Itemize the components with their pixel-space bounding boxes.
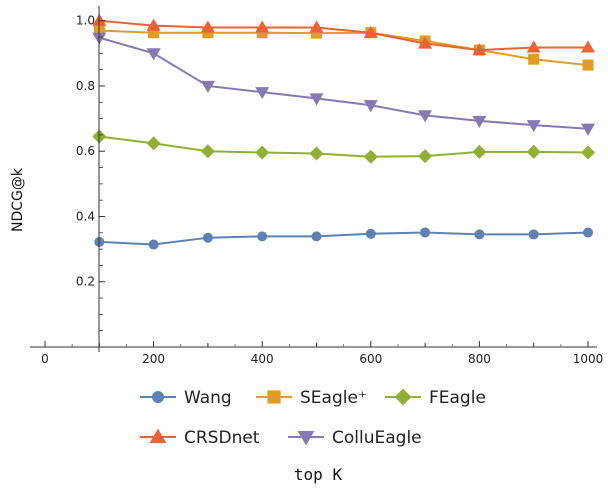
- data-point-crsdnet: [363, 25, 378, 38]
- legend-marker: [149, 428, 167, 444]
- data-point-wang: [474, 229, 485, 240]
- legend-label: Wang: [184, 388, 232, 408]
- data-point-feagle: [200, 144, 215, 159]
- data-point-crsdnet: [309, 20, 324, 33]
- data-point-collueagle: [255, 87, 270, 100]
- series-line-collueagle: [99, 36, 589, 130]
- data-point-feagle: [309, 146, 324, 161]
- data-point-crsdnet: [472, 43, 487, 56]
- data-point-feagle: [472, 144, 487, 159]
- data-point-crsdnet: [255, 20, 270, 33]
- legend-item-seagle: SEagle⁺: [256, 388, 367, 408]
- data-point-feagle: [363, 149, 378, 164]
- data-point-wang: [420, 227, 431, 238]
- data-point-crsdnet: [526, 40, 541, 53]
- data-point-feagle: [146, 136, 161, 151]
- data-point-seagle: [582, 59, 594, 71]
- series-line-feagle: [99, 135, 589, 158]
- data-point-feagle: [526, 144, 541, 159]
- data-point-wang: [148, 239, 159, 250]
- data-point-collueagle: [418, 110, 433, 123]
- legend-label: FEagle: [429, 388, 486, 408]
- legend-marker: [297, 430, 315, 446]
- data-point-crsdnet: [418, 36, 433, 49]
- data-point-collueagle: [472, 115, 487, 128]
- legend-marker: [152, 391, 164, 403]
- x-tick-label: 600: [359, 352, 382, 366]
- x-tick-label: 200: [142, 352, 165, 366]
- data-point-seagle: [202, 27, 214, 39]
- data-point-collueagle: [146, 48, 161, 61]
- legend-marker: [267, 390, 281, 404]
- legend: Wang SEagle⁺ FEagle CRSDnet ColluEagle: [140, 388, 486, 448]
- data-point-wang: [365, 228, 376, 239]
- data-point-wang: [202, 232, 213, 243]
- data-point-collueagle: [309, 93, 324, 106]
- data-point-wang: [583, 227, 593, 238]
- axes: 0 200 400 600 800 1000 0.2 0.4 0.6 0.8 1.0: [30, 6, 603, 366]
- data-point-seagle: [528, 53, 540, 65]
- y-tick-label: 0.4: [76, 209, 95, 223]
- data-point-seagle: [311, 27, 322, 39]
- series-line-wang: [99, 231, 589, 246]
- data-point-crsdnet: [200, 20, 215, 33]
- plot-area: [92, 13, 595, 250]
- data-point-feagle: [255, 145, 270, 160]
- legend-marker: [394, 388, 412, 406]
- data-point-feagle: [581, 145, 595, 160]
- series-feagle: [92, 129, 595, 164]
- series-wang: [94, 227, 593, 250]
- data-point-wang: [311, 231, 322, 242]
- y-axis-title: NDCG@k: [10, 167, 26, 232]
- data-point-seagle: [256, 27, 268, 39]
- legend-label: ColluEagle: [332, 428, 422, 448]
- x-tick-label: 800: [468, 352, 491, 366]
- series-collueagle: [92, 32, 595, 136]
- x-tick-label: 0: [41, 352, 49, 366]
- legend-item-feagle: FEagle: [385, 388, 486, 408]
- legend-item-collueagle: ColluEagle: [288, 428, 422, 448]
- legend-label: SEagle⁺: [300, 388, 367, 408]
- data-point-crsdnet: [581, 40, 595, 53]
- data-point-collueagle: [200, 80, 215, 93]
- data-point-feagle: [418, 149, 433, 164]
- y-tick-label: 0.6: [76, 144, 95, 158]
- legend-label: CRSDnet: [184, 428, 260, 448]
- data-point-seagle: [148, 27, 160, 39]
- x-tick-label: 400: [251, 352, 274, 366]
- data-point-crsdnet: [146, 18, 161, 31]
- y-tick-label: 0.8: [76, 79, 95, 93]
- y-tick-label: 1.0: [76, 14, 95, 28]
- series-line-seagle: [99, 29, 589, 67]
- data-point-collueagle: [526, 120, 541, 133]
- x-axis-title: top K: [294, 465, 343, 484]
- x-tick-label: 1000: [573, 352, 604, 366]
- series-crsdnet: [92, 13, 595, 56]
- data-point-wang: [528, 229, 539, 240]
- data-point-collueagle: [363, 100, 378, 113]
- y-tick-label: 0.2: [76, 275, 95, 289]
- legend-item-wang: Wang: [140, 388, 232, 408]
- series-line-crsdnet: [99, 19, 588, 52]
- legend-item-crsdnet: CRSDnet: [140, 428, 260, 448]
- data-point-collueagle: [581, 123, 595, 136]
- data-point-wang: [257, 231, 268, 242]
